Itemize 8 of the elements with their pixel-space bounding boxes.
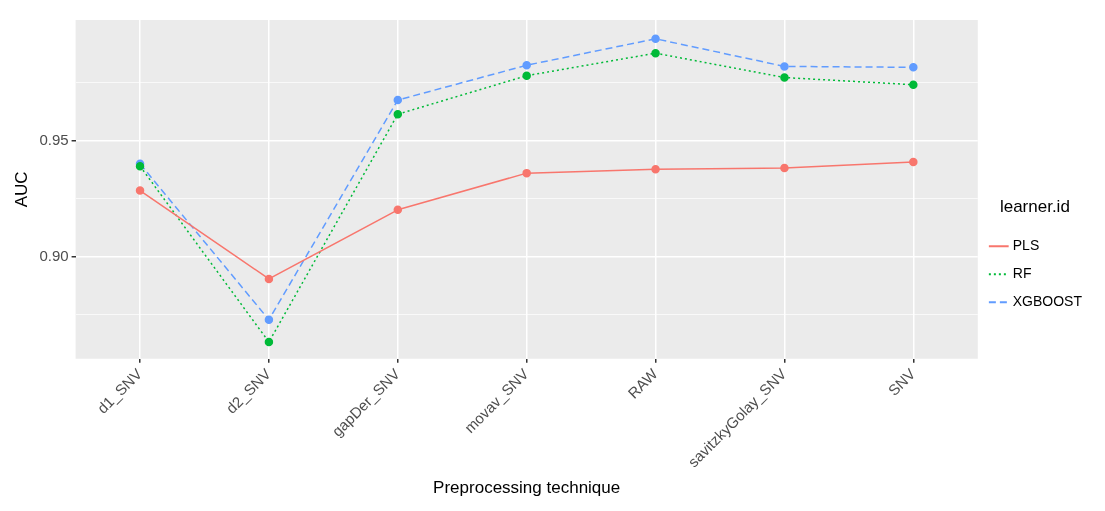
legend-label: RF [1012,265,1032,282]
x-axis-title: Preprocessing technique [433,478,621,498]
legend-label: PLS [1012,237,1040,254]
legend-label: XGBOOST [1012,293,1083,310]
y-tick-label: 0.90 [39,246,69,264]
y-axis-title: AUC [11,171,31,208]
legend-title: learner.id [999,196,1070,216]
y-tick-label: 0.95 [39,130,69,148]
